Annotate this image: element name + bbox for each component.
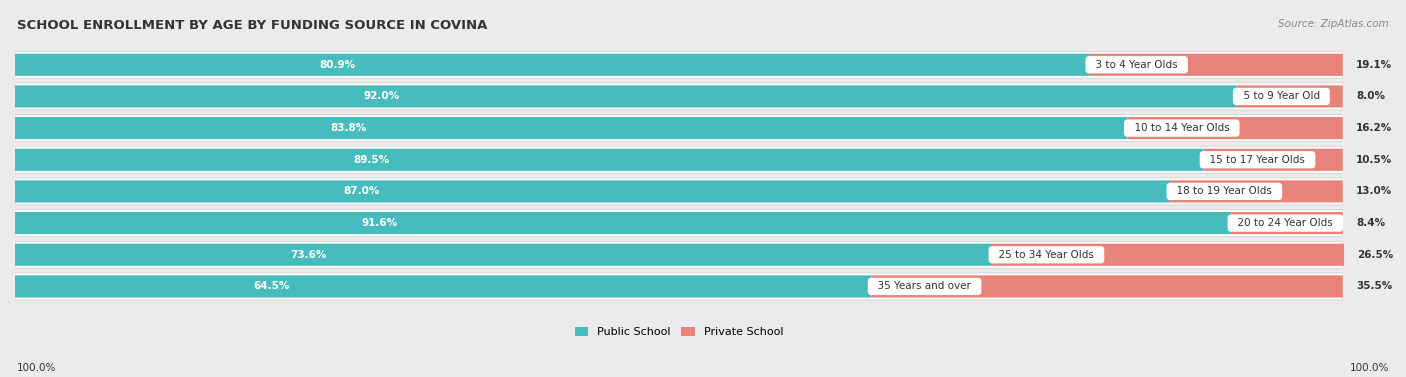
FancyBboxPatch shape (15, 212, 1232, 234)
FancyBboxPatch shape (993, 244, 1344, 266)
Text: 8.4%: 8.4% (1355, 218, 1385, 228)
FancyBboxPatch shape (15, 244, 993, 266)
FancyBboxPatch shape (15, 241, 1343, 268)
Text: 25 to 34 Year Olds: 25 to 34 Year Olds (993, 250, 1101, 260)
FancyBboxPatch shape (15, 83, 1343, 110)
Text: 64.5%: 64.5% (253, 281, 290, 291)
Text: 73.6%: 73.6% (290, 250, 326, 260)
FancyBboxPatch shape (872, 275, 1343, 297)
FancyBboxPatch shape (1204, 149, 1343, 171)
Text: 16.2%: 16.2% (1355, 123, 1392, 133)
FancyBboxPatch shape (15, 51, 1343, 78)
Text: SCHOOL ENROLLMENT BY AGE BY FUNDING SOURCE IN COVINA: SCHOOL ENROLLMENT BY AGE BY FUNDING SOUR… (17, 19, 488, 32)
Text: 13.0%: 13.0% (1355, 187, 1392, 196)
Text: 19.1%: 19.1% (1355, 60, 1392, 70)
Legend: Public School, Private School: Public School, Private School (575, 327, 783, 337)
FancyBboxPatch shape (15, 149, 1204, 171)
Text: 91.6%: 91.6% (361, 218, 398, 228)
Text: 89.5%: 89.5% (353, 155, 389, 165)
FancyBboxPatch shape (15, 178, 1343, 205)
FancyBboxPatch shape (1170, 180, 1343, 202)
Text: 87.0%: 87.0% (343, 187, 380, 196)
FancyBboxPatch shape (15, 275, 872, 297)
FancyBboxPatch shape (15, 54, 1090, 76)
FancyBboxPatch shape (1090, 54, 1343, 76)
FancyBboxPatch shape (1128, 117, 1343, 139)
FancyBboxPatch shape (15, 85, 1236, 107)
Text: 80.9%: 80.9% (319, 60, 356, 70)
Text: 83.8%: 83.8% (330, 123, 367, 133)
Text: 10 to 14 Year Olds: 10 to 14 Year Olds (1128, 123, 1236, 133)
Text: 26.5%: 26.5% (1357, 250, 1393, 260)
Text: 3 to 4 Year Olds: 3 to 4 Year Olds (1090, 60, 1184, 70)
Text: 35 Years and over: 35 Years and over (872, 281, 977, 291)
Text: 100.0%: 100.0% (17, 363, 56, 373)
FancyBboxPatch shape (1236, 85, 1343, 107)
Text: 10.5%: 10.5% (1355, 155, 1392, 165)
Text: 20 to 24 Year Olds: 20 to 24 Year Olds (1232, 218, 1340, 228)
FancyBboxPatch shape (15, 180, 1170, 202)
Text: Source: ZipAtlas.com: Source: ZipAtlas.com (1278, 19, 1389, 29)
Text: 8.0%: 8.0% (1355, 92, 1385, 101)
FancyBboxPatch shape (15, 273, 1343, 300)
FancyBboxPatch shape (15, 210, 1343, 236)
FancyBboxPatch shape (15, 146, 1343, 173)
Text: 35.5%: 35.5% (1355, 281, 1392, 291)
FancyBboxPatch shape (1232, 212, 1343, 234)
FancyBboxPatch shape (15, 115, 1343, 141)
Text: 100.0%: 100.0% (1350, 363, 1389, 373)
Text: 15 to 17 Year Olds: 15 to 17 Year Olds (1204, 155, 1312, 165)
Text: 5 to 9 Year Old: 5 to 9 Year Old (1236, 92, 1326, 101)
FancyBboxPatch shape (15, 117, 1128, 139)
Text: 18 to 19 Year Olds: 18 to 19 Year Olds (1170, 187, 1278, 196)
Text: 92.0%: 92.0% (363, 92, 399, 101)
